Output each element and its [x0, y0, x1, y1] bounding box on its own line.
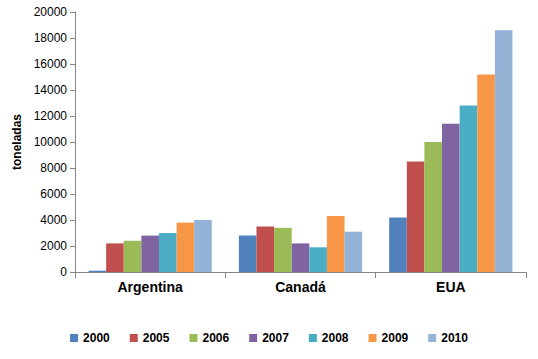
- svg-text:18000: 18000: [34, 31, 68, 45]
- svg-text:14000: 14000: [34, 83, 68, 97]
- svg-text:4000: 4000: [40, 213, 67, 227]
- svg-text:10000: 10000: [34, 135, 68, 149]
- svg-text:toneladas: toneladas: [10, 114, 24, 170]
- svg-text:2006: 2006: [202, 331, 229, 345]
- svg-text:2008: 2008: [322, 331, 349, 345]
- svg-text:2010: 2010: [441, 331, 468, 345]
- svg-text:12000: 12000: [34, 109, 68, 123]
- svg-text:EUA: EUA: [436, 279, 466, 295]
- svg-text:0: 0: [60, 265, 67, 279]
- svg-text:2000: 2000: [83, 331, 110, 345]
- svg-text:2009: 2009: [382, 331, 409, 345]
- svg-text:6000: 6000: [40, 187, 67, 201]
- svg-text:2000: 2000: [40, 239, 67, 253]
- svg-text:16000: 16000: [34, 57, 68, 71]
- svg-text:20000: 20000: [34, 5, 68, 19]
- svg-text:Argentina: Argentina: [117, 279, 183, 295]
- svg-text:Canadá: Canadá: [275, 279, 326, 295]
- svg-text:2005: 2005: [143, 331, 170, 345]
- svg-text:2007: 2007: [262, 331, 289, 345]
- svg-text:8000: 8000: [40, 161, 67, 175]
